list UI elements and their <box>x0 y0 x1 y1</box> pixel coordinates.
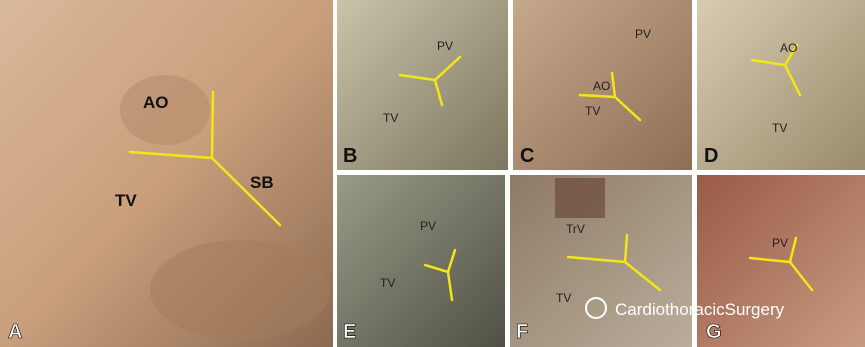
annotation: PV <box>437 39 453 53</box>
panel-label: A <box>8 321 22 343</box>
annotation: TV <box>556 291 571 305</box>
annotation: SB <box>250 173 274 192</box>
annotation: TV <box>380 276 395 290</box>
panel-d: AO TV D <box>697 0 865 170</box>
panel-f: TrV TV F <box>510 175 692 347</box>
annotation: PV <box>635 27 651 41</box>
annotation: AO <box>593 79 610 93</box>
panel-b: PV TV B <box>337 0 508 170</box>
annotation: AO <box>143 93 169 112</box>
panel-label: C <box>520 145 534 167</box>
annotation: TV <box>383 111 398 125</box>
watermark: CardiothoracicSurgery <box>585 297 785 319</box>
panel-label: B <box>343 145 357 167</box>
panel-a: AO TV SB A <box>0 0 333 347</box>
panel-label: D <box>704 145 718 167</box>
panel-e: PV TV E <box>337 175 505 347</box>
annotation: PV <box>420 219 436 233</box>
annotation: TV <box>115 191 137 210</box>
panel-label: F <box>516 321 528 343</box>
annotation: TV <box>772 121 787 135</box>
panel-g: PV G <box>697 175 865 347</box>
watermark-text: CardiothoracicSurgery <box>615 300 785 319</box>
annotation: PV <box>772 236 788 250</box>
panel-c: PV AO TV C <box>513 0 692 170</box>
annotation: TrV <box>566 222 585 236</box>
annotation: TV <box>585 104 600 118</box>
panel-label: E <box>343 321 356 343</box>
annotation: AO <box>780 41 797 55</box>
panel-label: G <box>706 321 722 343</box>
